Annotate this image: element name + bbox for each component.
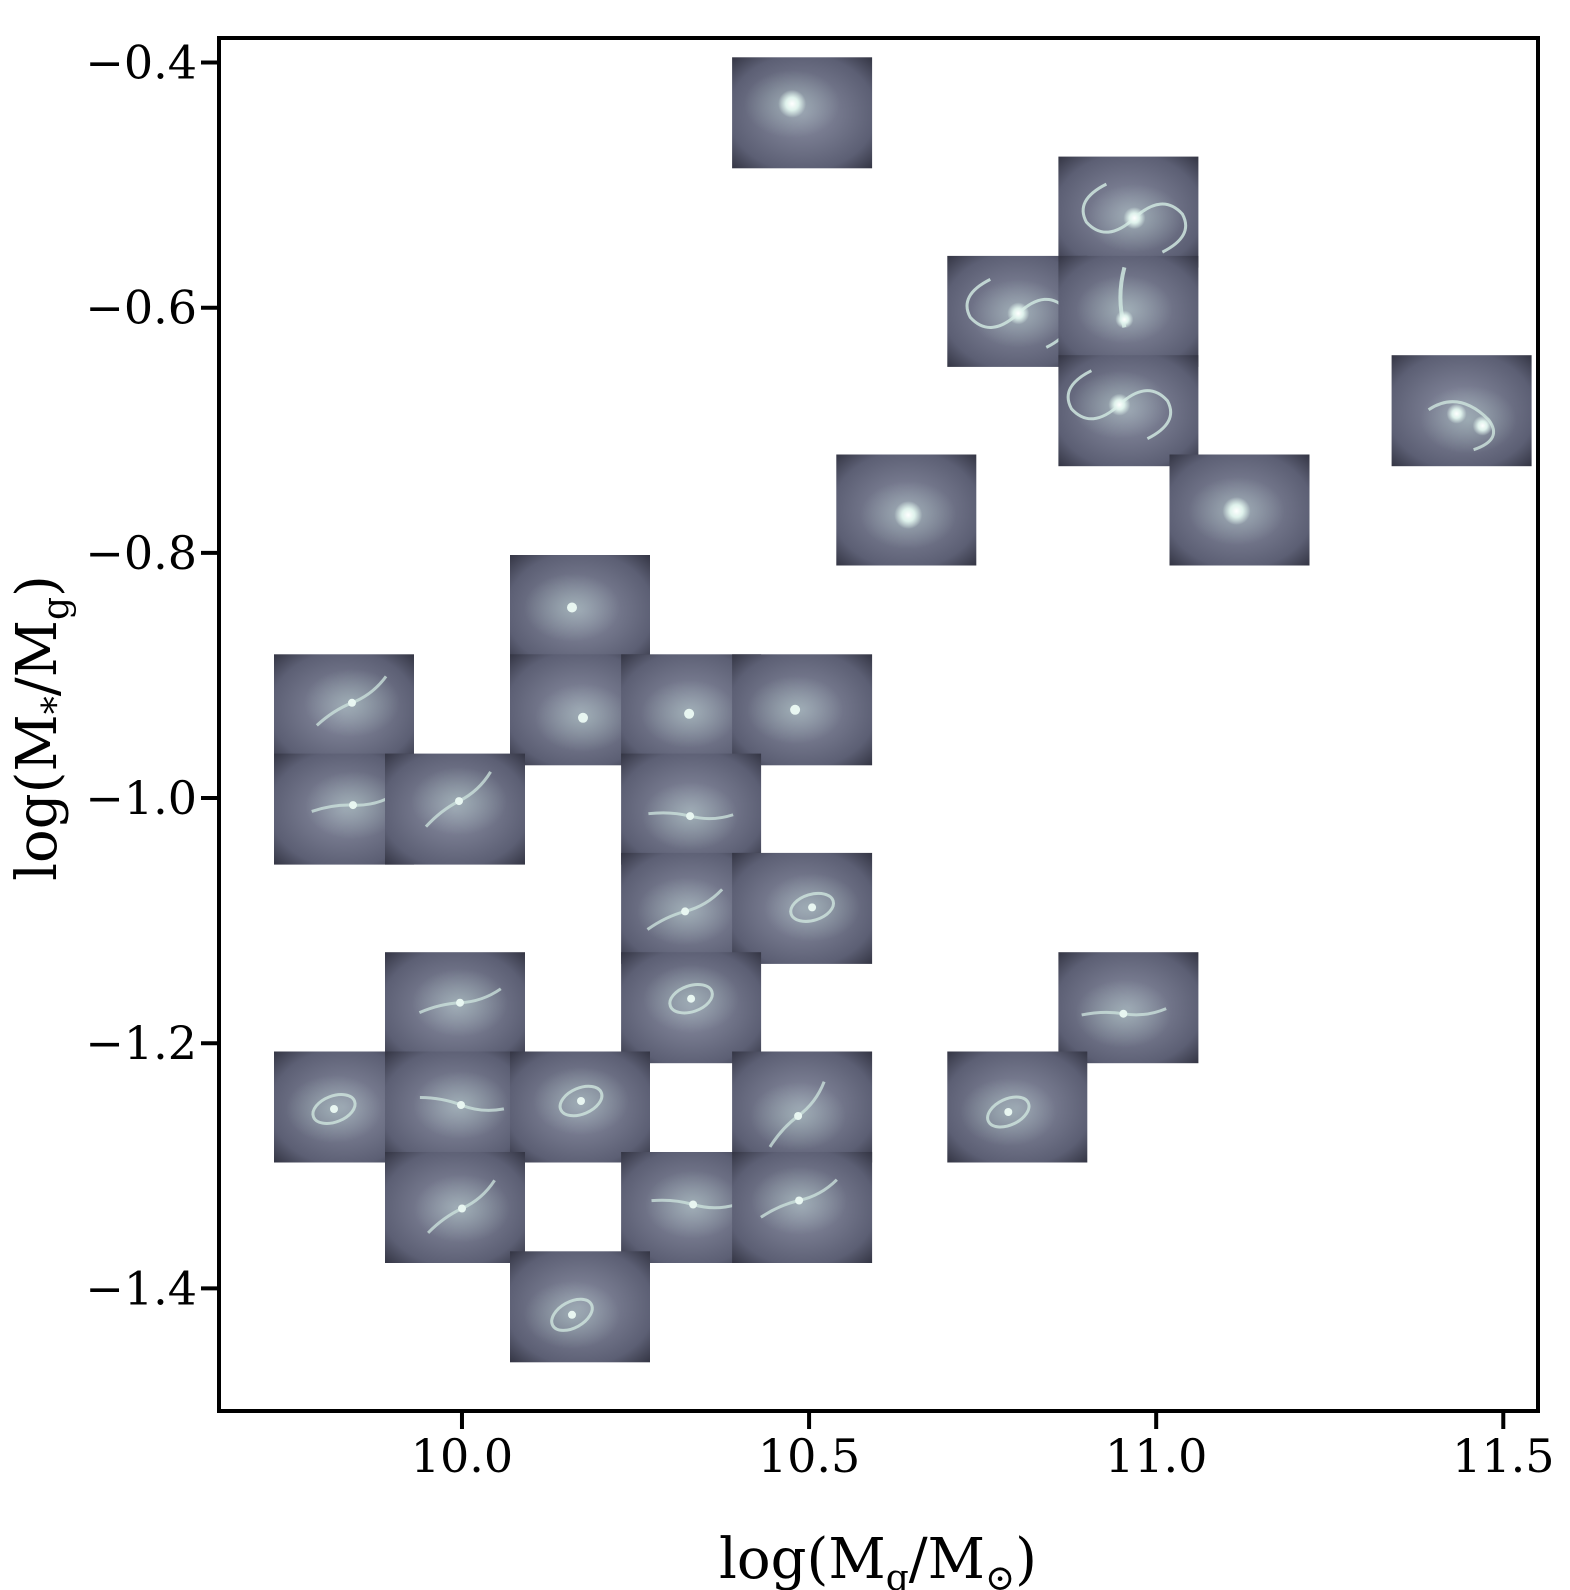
galaxy-thumbnail (621, 952, 762, 1064)
galaxy-thumbnail (1058, 255, 1199, 367)
galaxy-thumbnail (947, 1051, 1088, 1163)
galaxy-thumbnail (1391, 355, 1532, 467)
galaxy-thumbnail (621, 753, 762, 865)
y-axis-label: log(M*/Mg) (5, 575, 77, 881)
y-axis-ticks: −0.4 −0.6 −0.8 −1.0 −1.2 −1.4 (85, 36, 219, 1315)
galaxy-thumbnail (510, 1251, 650, 1363)
galaxy-thumbnail (836, 454, 977, 566)
galaxy-thumbnail (274, 654, 414, 766)
galaxy-thumbnail (732, 1051, 873, 1163)
galaxy-thumbnail (732, 852, 873, 964)
x-tick-label: 11.5 (1452, 1429, 1554, 1483)
x-tick-label: 10.0 (411, 1429, 513, 1483)
x-tick-label: 11.0 (1105, 1429, 1207, 1483)
plot-frame (217, 36, 1540, 1413)
galaxy-thumbnail (732, 57, 873, 169)
y-tick-label: −1.0 (85, 771, 197, 825)
y-tick-label: −1.4 (85, 1261, 197, 1315)
galaxy-thumbnail (385, 1152, 525, 1263)
galaxy-thumbnail (510, 555, 650, 666)
y-tick-label: −0.4 (85, 36, 197, 90)
galaxy-thumbnail (732, 1152, 873, 1263)
x-axis-label: log(Mg/M⊙) (719, 1527, 1037, 1590)
galaxy-thumbnails (274, 57, 1532, 1363)
galaxy-thumbnail (732, 654, 873, 766)
galaxy-thumbnail (385, 1051, 525, 1163)
galaxy-thumbnail (1058, 156, 1199, 268)
y-tick-label: −1.2 (85, 1016, 197, 1070)
galaxy-thumbnail (510, 1051, 650, 1163)
galaxy-thumbnail (385, 753, 525, 865)
galaxy-thumbnail (1058, 952, 1199, 1064)
galaxy-thumbnail (1058, 355, 1199, 467)
galaxy-thumbnail (385, 952, 525, 1064)
x-tick-label: 10.5 (758, 1429, 860, 1483)
x-axis-ticks: 10.0 10.5 11.0 11.5 (411, 1411, 1555, 1483)
y-tick-label: −0.6 (85, 281, 197, 335)
y-tick-label: −0.8 (85, 526, 197, 580)
galaxy-thumbnail (1169, 454, 1310, 566)
